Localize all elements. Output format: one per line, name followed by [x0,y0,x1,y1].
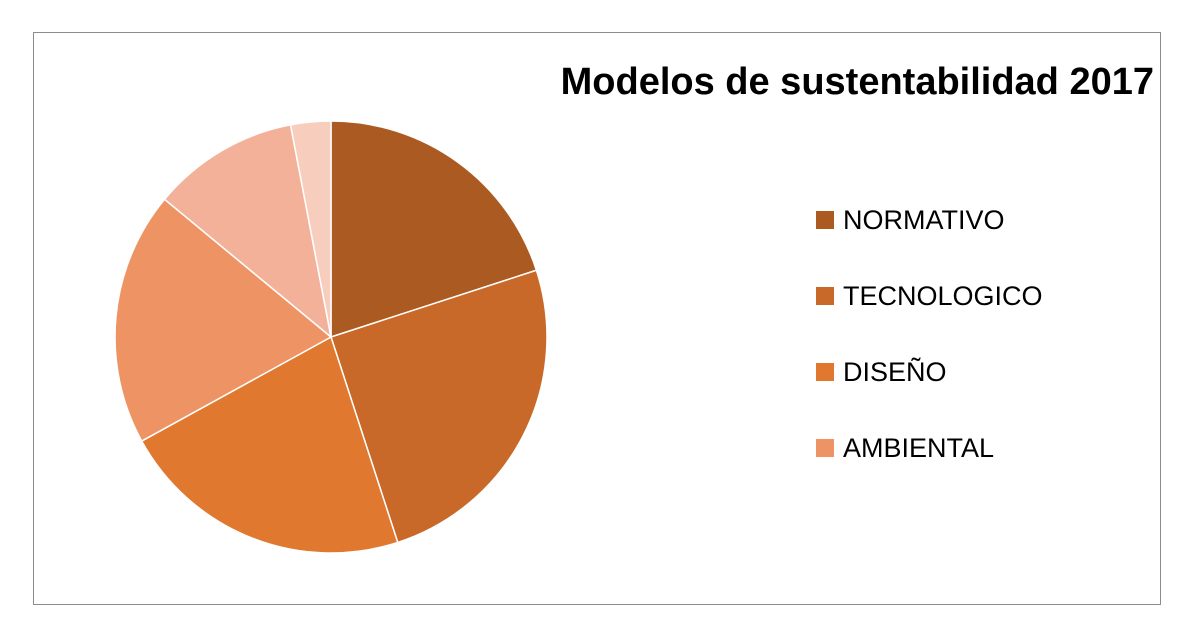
chart-title: Modelos de sustentabilidad 2017 [560,61,1154,103]
legend-item-normativo: NORMATIVO [816,203,1116,279]
pie-slice-slice-6 [289,120,332,338]
legend-label-normativo: NORMATIVO [843,205,1005,235]
legend-label-ambiental: AMBIENTAL [843,433,995,463]
legend-label-diseno: DISEÑO [843,357,947,387]
pie-slice-ambiental [114,198,333,443]
legend: NORMATIVO TECNOLOGICO DISEÑO AMBIENTAL [816,203,1116,507]
pie-slice-normativo [330,120,538,339]
pie-slice-tecnologico [330,269,548,544]
legend-swatch-diseno [816,363,834,381]
pie-slice-diseno [140,335,399,554]
legend-item-tecnologico: TECNOLOGICO [816,279,1116,355]
legend-swatch-tecnologico [816,287,834,305]
pie-slices [114,120,548,554]
legend-label-tecnologico: TECNOLOGICO [843,281,1043,311]
legend-swatch-normativo [816,211,834,229]
legend-item-ambiental: AMBIENTAL [816,431,1116,507]
pie-chart [114,120,548,554]
legend-item-diseno: DISEÑO [816,355,1116,431]
chart-area: Modelos de sustentabilidad 2017 NORMATIV… [33,32,1161,605]
pie-slice-slice-5 [163,123,333,339]
legend-swatch-ambiental [816,439,834,457]
